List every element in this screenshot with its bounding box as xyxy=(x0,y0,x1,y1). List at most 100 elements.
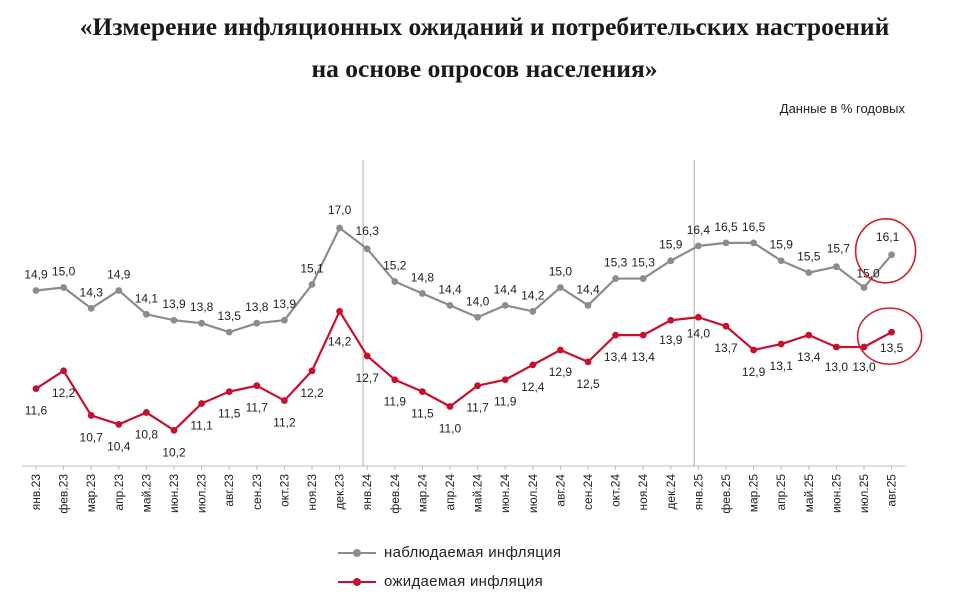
expected-inflation-point xyxy=(170,426,178,434)
observed-inflation-point xyxy=(501,301,509,309)
expected-data-label: 13,0 xyxy=(825,360,849,374)
observed-inflation-point xyxy=(281,316,288,324)
expected-inflation-point xyxy=(419,388,426,396)
x-tick-label: апр.23 xyxy=(112,474,126,511)
series-observed-inflation xyxy=(32,224,895,336)
expected-inflation-point xyxy=(860,343,868,351)
x-tick-label: дек.24 xyxy=(664,474,678,510)
legend-label-expected: ожидаемая инфляция xyxy=(384,573,544,590)
expected-inflation-point xyxy=(667,316,675,324)
inflation-line-chart: янв.23 фев.23 мар.23 апр.23 май.23 июн.23 июл.… xyxy=(22,160,923,514)
x-tick-label: янв.24 xyxy=(360,474,374,511)
expected-inflation-point xyxy=(363,352,371,360)
expected-data-label: 11,7 xyxy=(246,401,269,415)
observed-inflation-point xyxy=(777,257,785,265)
data-labels-layer: 14,9 15,014,314,914,1 13,9 13,813,513,8 13,9… xyxy=(24,203,903,459)
observed-data-label: 13,8 xyxy=(245,300,269,314)
observed-inflation-point xyxy=(253,319,261,327)
observed-inflation-point xyxy=(115,287,123,294)
expected-data-label: 13,0 xyxy=(852,360,876,374)
observed-data-label: 16,5 xyxy=(742,220,766,234)
observed-data-label: 14,9 xyxy=(24,267,48,281)
expected-data-label: 13,4 xyxy=(632,350,656,364)
expected-data-label: 12,2 xyxy=(300,386,324,400)
observed-data-label: 15,3 xyxy=(604,256,628,270)
expected-inflation-point xyxy=(833,343,840,351)
expected-inflation-point xyxy=(87,412,95,419)
x-tick-label: фев.24 xyxy=(388,474,402,514)
expected-data-label: 12,9 xyxy=(742,365,766,379)
expected-inflation-point xyxy=(308,367,316,375)
observed-inflation-line xyxy=(35,226,893,334)
observed-inflation-point xyxy=(391,278,399,285)
observed-data-label: 15,9 xyxy=(659,238,683,252)
expected-inflation-point xyxy=(695,313,702,321)
expected-data-label: 11,1 xyxy=(190,419,213,433)
observed-data-label: 15,0 xyxy=(52,265,76,279)
expected-inflation-line xyxy=(35,310,893,432)
expected-data-label: 10,7 xyxy=(80,430,104,444)
x-tick-label: окт.24 xyxy=(609,474,623,507)
x-tick-label: июн.24 xyxy=(498,474,512,513)
x-tick-label: окт.23 xyxy=(277,474,291,507)
expected-inflation-point xyxy=(253,382,261,390)
expected-data-label: 11,6 xyxy=(25,404,48,418)
observed-inflation-point xyxy=(60,284,67,291)
expected-data-label: 11,9 xyxy=(494,395,517,409)
expected-inflation-point xyxy=(446,403,454,410)
x-tick-label: апр.24 xyxy=(443,474,457,511)
observed-data-label: 15,9 xyxy=(770,238,794,252)
observed-inflation-point xyxy=(198,319,206,327)
expected-data-label: 12,5 xyxy=(576,377,600,391)
x-tick-label: июн.23 xyxy=(167,474,181,513)
observed-inflation-point xyxy=(529,307,537,315)
expected-inflation-point xyxy=(888,328,895,336)
chart-title-line-1: «Измерение инфляционных ожиданий и потре… xyxy=(79,12,890,41)
observed-data-label: 14,8 xyxy=(411,270,435,284)
observed-data-label: 15,5 xyxy=(797,250,821,264)
observed-inflation-point xyxy=(639,275,647,282)
legend-item-expected: ожидаемая инфляция xyxy=(338,573,543,590)
expected-inflation-point xyxy=(198,400,206,407)
expected-inflation-point xyxy=(612,331,619,339)
highlight-circle-expected xyxy=(856,307,923,365)
x-tick-label: июл.25 xyxy=(857,474,871,513)
x-tick-label: июн.25 xyxy=(829,474,843,513)
x-tick-label: мар.24 xyxy=(415,474,429,513)
observed-data-label: 14,0 xyxy=(466,294,490,308)
observed-inflation-point xyxy=(336,224,343,232)
x-tick-label: янв.25 xyxy=(691,474,705,511)
x-tick-label: мар.25 xyxy=(747,474,761,513)
observed-data-label: 14,4 xyxy=(494,282,518,296)
observed-inflation-point xyxy=(474,313,481,321)
expected-inflation-point xyxy=(584,358,592,366)
observed-inflation-point xyxy=(170,316,178,324)
x-tick-label: сен.24 xyxy=(581,474,595,510)
expected-data-label: 13,7 xyxy=(714,341,738,355)
observed-inflation-point xyxy=(888,251,895,259)
expected-data-label: 11,9 xyxy=(384,395,407,409)
units-note: Данные в % годовых xyxy=(779,101,905,116)
observed-data-label: 16,5 xyxy=(714,220,738,234)
observed-data-label: 13,5 xyxy=(218,309,242,323)
expected-inflation-point xyxy=(115,420,123,428)
x-tick-label: май.24 xyxy=(471,474,485,513)
observed-inflation-point xyxy=(667,257,675,265)
expected-inflation-point xyxy=(32,385,40,393)
expected-data-label: 14,2 xyxy=(328,334,352,348)
expected-data-label: 14,0 xyxy=(687,326,711,340)
legend-label-observed: наблюдаемая инфляция xyxy=(384,544,562,561)
expected-inflation-point xyxy=(391,376,399,384)
expected-data-label: 10,4 xyxy=(107,439,131,453)
observed-data-label: 16,3 xyxy=(356,224,380,238)
x-tick-label: мар.23 xyxy=(84,474,98,513)
expected-inflation-point xyxy=(501,376,509,384)
series-expected-inflation xyxy=(32,307,895,434)
observed-inflation-point xyxy=(363,245,371,253)
expected-inflation-point xyxy=(225,388,233,396)
observed-data-label: 17,0 xyxy=(328,203,352,217)
expected-inflation-point xyxy=(336,307,343,315)
observed-data-label: 14,1 xyxy=(135,291,159,305)
expected-data-label: 13,5 xyxy=(880,341,904,355)
x-tick-label: фев.25 xyxy=(719,474,733,514)
